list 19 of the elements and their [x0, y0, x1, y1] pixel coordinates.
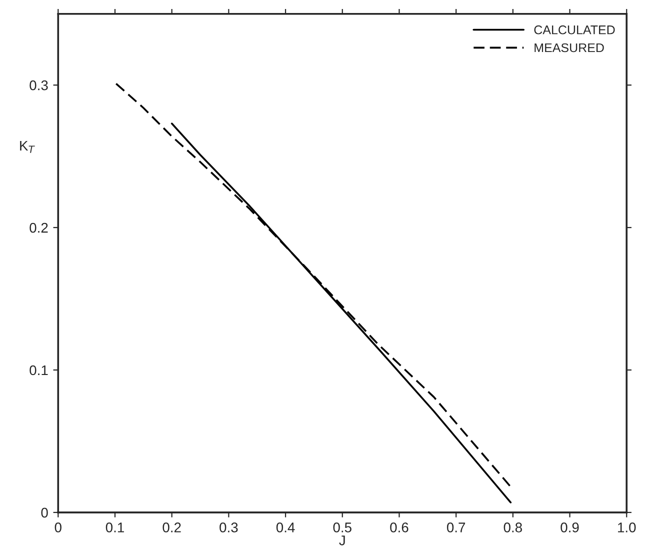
y-tick-label: 0.2 — [30, 222, 48, 233]
x-tick-label: 0.7 — [446, 522, 466, 532]
x-tick-label: 0.6 — [390, 522, 408, 532]
y-tick-label: 0.1 — [30, 365, 48, 376]
y-tick-label: 0 — [41, 508, 48, 518]
x-tick-label: 0.9 — [560, 522, 579, 532]
x-tick-label: 0.2 — [162, 522, 181, 532]
x-tick-label: 1.0 — [618, 522, 636, 532]
x-tick-label: 0.1 — [106, 522, 124, 532]
x-tick-label: 0.8 — [504, 522, 522, 532]
y-tick-label: 0.3 — [30, 80, 48, 90]
legend-label: CALCULATED — [534, 25, 615, 34]
x-tick-label: 0.4 — [276, 522, 295, 532]
y-axis-title: K$_{T}$ — [20, 140, 35, 153]
x-tick-label: 0 — [54, 522, 62, 532]
x-tick-label: 0.3 — [220, 522, 238, 532]
x-tick-label: 0.5 — [333, 522, 352, 532]
legend-label: MEASURED — [534, 43, 604, 52]
x-axis-title: J — [339, 536, 345, 546]
